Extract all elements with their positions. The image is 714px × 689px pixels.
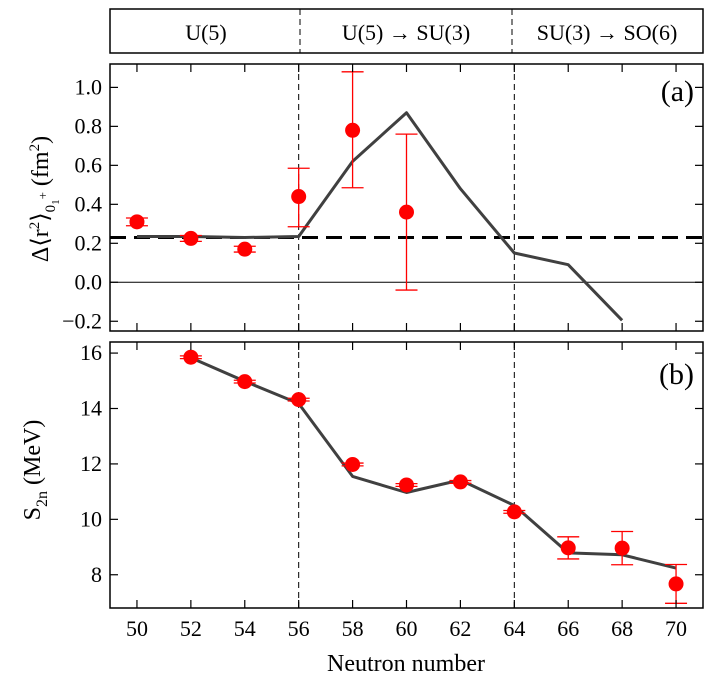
region-label-su3-so6: SU(3) → SO(6) [537,20,678,45]
panel-a-axes: −0.2 0.0 0.2 0.4 0.6 0.8 1.0 [62,63,704,333]
panel-a-ylabel-sub0: 0 [43,205,59,213]
panel-a-ylabel-unit-close: ) [28,136,54,144]
panel-b-ytick-label: 16 [80,340,102,365]
panel-a-ylabel-subsub1: 1 [50,199,62,205]
panel-b: 8 10 12 14 16 50 52 54 56 58 60 62 64 66 68 70 (b) S2n … [20,340,704,641]
panel-b-ylabel-unit: (MeV) [20,420,46,491]
panel-b-ytick-label: 10 [80,506,102,531]
panel-b-data-point [506,504,522,520]
panel-a-data-point [183,230,199,246]
panel-b-ytick-label: 8 [91,562,102,587]
panel-b-theory-series [190,356,677,570]
panel-b-experiment-series [179,349,688,604]
x-tick-label: 60 [396,616,418,641]
panel-a-tag: (a) [661,75,694,108]
x-tick-label: 58 [342,616,364,641]
region-header: U(5) U(5) → SU(3) SU(3) → SO(6) [109,8,704,54]
panel-b-theory-line [190,356,677,570]
region-label-u5-su3: U(5) → SU(3) [342,20,470,45]
panel-a-ytick-label: 0.4 [75,191,103,216]
region-label-u5: U(5) [185,20,227,45]
panel-a-experiment-series [125,71,418,291]
panel-a-ytick-label: −0.2 [62,308,102,333]
panel-b-data-point [452,474,468,490]
panel-b-data-point [560,540,576,556]
panel-a-theory-series [137,111,624,322]
x-tick-label: 52 [180,616,202,641]
x-tick-label: 64 [503,616,525,641]
panel-b-data-point [345,456,361,472]
x-tick-label: 70 [665,616,687,641]
panel-b-ylabel-sub: 2n [34,491,51,507]
x-tick-label: 50 [126,616,148,641]
panel-a-data-point [399,204,414,220]
panel-b-ytick-label: 12 [80,451,102,476]
panel-a: −0.20.00.20.40.60.81.0 (a) Δ⟨r2⟩01+ (fm2… [27,63,704,333]
x-tick-label: 68 [611,616,633,641]
panel-b-data-point [668,576,684,592]
panel-b-data-point [291,392,307,408]
panel-a-ytick-label: 0.8 [75,113,103,138]
panel-b-ylabel: S2n (MeV) [20,420,51,521]
panel-b-axes: 8 10 12 14 16 50 52 54 56 58 60 62 64 66 68 70 [80,340,704,641]
x-tick-label: 54 [234,616,256,641]
x-tick-label: 62 [449,616,471,641]
panel-a-ytick-label: 1.0 [75,74,103,99]
panel-a-ytick-label: 0.0 [75,269,103,294]
panel-a-data-point [291,189,307,205]
panel-a-ytick-label: 0.2 [75,230,103,255]
panel-b-data-point [183,349,199,365]
panel-b-boundary-lines [298,342,515,608]
panel-a-ylabel-delta: Δ⟨r [28,229,54,262]
panel-b-tag: (b) [659,358,694,391]
region-box [109,8,704,54]
panel-a-ylabel-close: ⟩ [28,212,54,221]
panel-b-data-point [614,540,630,556]
panel-a-data-point [237,241,253,257]
panel-a-theory-line [137,111,624,322]
panel-a-ylabel-sup: 2 [27,222,43,230]
panel-b-ylabel-main: S [20,507,46,520]
panel-a-ylabel: Δ⟨r2⟩01+ (fm2) [27,136,62,262]
panel-b-data-point [237,374,253,390]
panel-b-ytick-label: 14 [80,396,102,421]
panel-a-ytick-label: 0.6 [75,152,103,177]
panel-a-data-point [129,214,145,230]
x-tick-label: 66 [557,616,579,641]
panel-b-frame [109,341,704,609]
panel-a-ylabel-unit-sup: 2 [27,144,43,152]
x-tick-label: 56 [288,616,310,641]
panel-a-ylabel-subplus: + [35,192,50,199]
panel-a-data-point [345,122,361,138]
panel-a-ylabel-unit-open: (fm [28,151,54,192]
x-axis-title: Neutron number [327,651,485,677]
panel-b-data-point [399,477,414,493]
